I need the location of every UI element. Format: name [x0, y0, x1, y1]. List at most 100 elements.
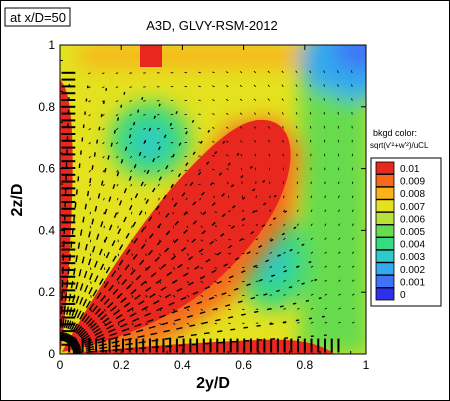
vector-arrow [160, 263, 167, 269]
vector-arrow [129, 72, 132, 74]
vector-arrow [253, 84, 257, 88]
field-top-orange [80, 45, 300, 67]
vector-arrow [295, 112, 298, 115]
vector-arrow [143, 114, 146, 116]
vector-arrow [282, 139, 284, 143]
vector-arrow [151, 187, 156, 193]
vector-arrow [108, 196, 112, 202]
vector-arrow [161, 322, 169, 326]
vector-arrow [117, 322, 120, 326]
vector-arrow [185, 197, 188, 201]
vector-arrow [176, 287, 183, 292]
vector-arrow [157, 183, 160, 187]
vector-arrow [79, 297, 84, 305]
vector-arrow [192, 220, 198, 225]
vector-arrow [283, 308, 286, 310]
vector-arrow [227, 195, 230, 199]
vector-arrow [116, 155, 119, 159]
vector-arrow [296, 279, 300, 282]
vector-arrow [120, 159, 124, 164]
vector-arrow [140, 181, 144, 187]
vector-arrow [140, 280, 147, 286]
vector-arrow [131, 281, 134, 284]
vector-arrow [102, 155, 105, 159]
vector-arrow [283, 269, 288, 273]
legend-frame [370, 157, 442, 307]
vector-arrow [82, 336, 91, 343]
vector-arrow [283, 251, 286, 254]
legend-label: 0 [400, 290, 406, 301]
vector-arrow [243, 326, 249, 329]
vector-arrow [158, 176, 162, 181]
vector-arrow [269, 280, 273, 282]
vector-arrow [141, 306, 149, 311]
legend-title-line1: bkgd color: [373, 128, 417, 138]
vector-arrow [338, 209, 340, 213]
vector-arrow [199, 275, 206, 280]
vector-arrow [228, 316, 234, 319]
vector-arrow [74, 309, 79, 318]
vector-arrow [297, 294, 300, 296]
vector-arrow [143, 128, 146, 130]
y-tick-label: 0.2 [38, 285, 55, 299]
vector-arrow [123, 302, 131, 308]
vector-arrow [125, 248, 131, 255]
vector-arrow [156, 141, 160, 144]
vector-arrow [198, 99, 201, 102]
vector-arrow [159, 295, 162, 298]
vector-arrow [189, 181, 194, 186]
vector-arrow [84, 243, 88, 251]
vector-arrow [69, 321, 74, 330]
vector-arrow [94, 260, 98, 268]
vector-arrow [120, 104, 123, 108]
vector-arrow [283, 280, 286, 282]
vector-arrow [125, 232, 130, 239]
vector-arrow [253, 310, 259, 314]
vector-arrow [118, 259, 124, 266]
vector-arrow [186, 239, 189, 242]
y-tick-label: 0.8 [38, 100, 55, 114]
legend-label: 0.009 [400, 177, 425, 188]
vector-arrow [72, 348, 82, 352]
vector-arrow [88, 86, 91, 89]
vector-arrow [145, 281, 148, 284]
legend-swatch [375, 161, 395, 175]
vector-arrow [144, 197, 147, 201]
vector-arrow [338, 237, 341, 240]
vector-arrow [98, 248, 103, 256]
tag-label: at x/D=50 [10, 10, 66, 25]
vector-arrow [133, 163, 137, 169]
vector-arrow [75, 295, 80, 304]
x-tick-label: 0.4 [174, 358, 191, 372]
vector-arrow [262, 179, 266, 183]
vector-arrow [214, 294, 218, 297]
vector-arrow [143, 169, 146, 173]
vector-arrow [165, 165, 169, 170]
vector-arrow [200, 294, 204, 297]
vector-arrow [207, 129, 211, 133]
vector-arrow [351, 195, 354, 199]
vector-arrow [337, 70, 339, 73]
legend-label: 0.008 [400, 189, 425, 200]
vector-arrow [153, 115, 156, 119]
vector-arrow [172, 322, 176, 325]
vector-arrow [216, 280, 222, 284]
vector-arrow [82, 298, 88, 307]
vector-arrow [157, 169, 160, 173]
vector-arrow [200, 211, 203, 215]
vector-arrow [115, 86, 119, 88]
vector-arrow [117, 295, 120, 298]
tag-box [4, 7, 71, 27]
vector-arrow [148, 325, 156, 329]
vector-arrow [308, 261, 312, 264]
vector-arrow [220, 233, 225, 237]
vector-arrow [265, 259, 270, 263]
vector-arrow [225, 99, 229, 101]
vector-arrow [216, 251, 222, 256]
vector-arrow [175, 111, 178, 115]
vector-arrow [226, 181, 229, 185]
vector-arrow [186, 267, 190, 270]
vector-arrow [137, 109, 140, 113]
vector-arrow [131, 308, 134, 312]
vector-arrow [292, 302, 297, 305]
